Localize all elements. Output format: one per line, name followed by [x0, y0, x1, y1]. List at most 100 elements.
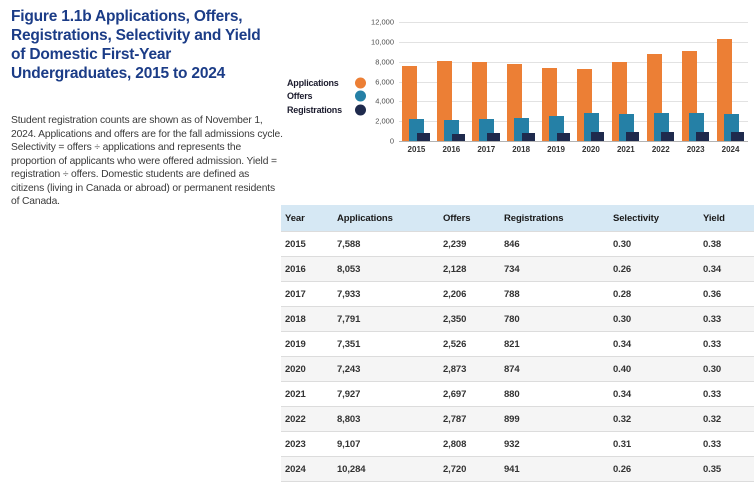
table-cell: 0.31: [609, 431, 699, 457]
figure-title-line: of Domestic First-Year: [11, 45, 172, 63]
legend-swatch-circle: [355, 77, 366, 89]
table-cell: 7,243: [333, 356, 439, 382]
table-cell: 2022: [281, 406, 333, 432]
table-row: 2021 7,927 2,697 880 0.34 0.33: [281, 381, 754, 407]
table-row: 2018 7,791 2,350 780 0.30 0.33: [281, 306, 754, 332]
table-cell: 10,284: [333, 456, 439, 482]
table-header-cell: Registrations: [500, 205, 609, 232]
table-cell: 8,053: [333, 256, 439, 282]
table-cell: 0.32: [699, 406, 754, 432]
table-cell: 788: [500, 281, 609, 307]
gridline: [399, 41, 748, 43]
table-cell: 0.35: [699, 456, 754, 482]
table-cell: 0.40: [609, 356, 699, 382]
table-header-cell: Yield: [699, 205, 754, 232]
table-cell: 7,588: [333, 231, 439, 257]
table-cell: 821: [500, 331, 609, 357]
bar-registrations-2024: [731, 131, 745, 141]
table-cell: 2,697: [439, 381, 500, 407]
figure-title-line: Figure 1.1b Applications, Offers,: [11, 8, 243, 25]
bar-chart: Applications Offers Registrations 0 2,000 4,…: [281, 0, 754, 165]
x-axis-year-label: 2018: [512, 145, 531, 154]
table-cell: 0.32: [609, 406, 699, 432]
table-header-cell: Selectivity: [609, 205, 699, 232]
y-axis-tick-label: 12,000: [371, 17, 394, 27]
table-header-cell: Year: [281, 205, 333, 232]
table-cell: 2021: [281, 381, 333, 407]
table-cell: 0.36: [699, 281, 754, 307]
table-row: 2016 8,053 2,128 734 0.26 0.34: [281, 256, 754, 282]
chart-plot-area: 0 2,000 4,000 6,000 8,000 10,000 12,000 2015 201…: [371, 18, 748, 154]
table-row: 2017 7,933 2,206 788 0.28 0.36: [281, 281, 754, 307]
gridline: [399, 61, 748, 63]
legend-item-offers: Offers: [287, 90, 377, 104]
table-row: 2023 9,107 2,808 932 0.31 0.33: [281, 431, 754, 457]
gridline: [399, 121, 748, 123]
legend-swatch-circle: [355, 104, 366, 116]
table-cell: 2,787: [439, 406, 500, 432]
table-cell: 0.38: [699, 231, 754, 257]
table-row: 2020 7,243 2,873 874 0.40 0.30: [281, 356, 754, 382]
bar-registrations-2015: [416, 132, 430, 141]
table-cell: 0.34: [609, 331, 699, 357]
table-cell: 2023: [281, 431, 333, 457]
table-header-row: Year Applications Offers Registrations Selec…: [281, 205, 754, 232]
table-cell: 0.33: [699, 331, 754, 357]
table-cell: 9,107: [333, 431, 439, 457]
figure-title-line: Registrations, Selectivity and Yield: [11, 26, 261, 44]
table-cell: 0.33: [699, 381, 754, 407]
x-axis-year-label: 2015: [407, 145, 426, 154]
table-cell: 880: [500, 381, 609, 407]
bar-registrations-2023: [696, 131, 710, 141]
table-cell: 0.26: [609, 256, 699, 282]
table-cell: 8,803: [333, 406, 439, 432]
table-cell: 2,873: [439, 356, 500, 382]
y-axis-tick-label: 0: [389, 136, 394, 146]
gridline: [399, 81, 748, 83]
table-cell: 0.30: [699, 356, 754, 382]
y-axis-tick-label: 6,000: [375, 77, 394, 86]
figure-description: Student registration counts are shown as…: [11, 115, 283, 208]
x-axis-year-label: 2017: [477, 145, 496, 154]
table-cell: 0.28: [609, 281, 699, 307]
x-axis-year-label: 2022: [651, 145, 670, 154]
bar-registrations-2017: [486, 133, 500, 141]
table-cell: 2,350: [439, 306, 500, 332]
table-cell: 0.30: [609, 231, 699, 257]
y-axis-tick-label: 10,000: [371, 37, 394, 47]
table-cell: 2,128: [439, 256, 500, 282]
table-cell: 2018: [281, 306, 333, 332]
table-cell: 0.34: [699, 256, 754, 282]
table-cell: 0.30: [609, 306, 699, 332]
table-cell: 7,791: [333, 306, 439, 332]
table-cell: 2,526: [439, 331, 500, 357]
y-axis-tick-label: 2,000: [375, 116, 394, 126]
legend-item-registrations: Registrations: [287, 103, 377, 117]
bar-registrations-2020: [591, 132, 605, 141]
table-header-cell: Offers: [439, 205, 500, 232]
bar-registrations-2018: [521, 133, 535, 141]
x-axis-year-label: 2024: [721, 145, 740, 154]
table-cell: 899: [500, 406, 609, 432]
y-axis-tick-label: 4,000: [375, 96, 394, 106]
table-cell: 2020: [281, 356, 333, 382]
table-cell: 2,808: [439, 431, 500, 457]
table-cell: 874: [500, 356, 609, 382]
y-axis-tick-label: 8,000: [375, 57, 394, 67]
x-axis-year-label: 2020: [582, 145, 600, 154]
table-cell: 2017: [281, 281, 333, 307]
table-cell: 2,206: [439, 281, 500, 307]
table-cell: 846: [500, 231, 609, 257]
legend-label: Applications: [287, 77, 339, 88]
legend-item-applications: Applications: [287, 76, 377, 90]
table-cell: 941: [500, 456, 609, 482]
table-cell: 7,351: [333, 331, 439, 357]
x-axis-year-label: 2023: [686, 145, 705, 154]
table-cell: 2024: [281, 456, 333, 482]
table-cell: 2019: [281, 331, 333, 357]
table-row: 2019 7,351 2,526 821 0.34 0.33: [281, 331, 754, 357]
table-cell: 0.33: [699, 431, 754, 457]
table-cell: 7,933: [333, 281, 439, 307]
table-cell: 0.33: [699, 306, 754, 332]
table-cell: 7,927: [333, 381, 439, 407]
